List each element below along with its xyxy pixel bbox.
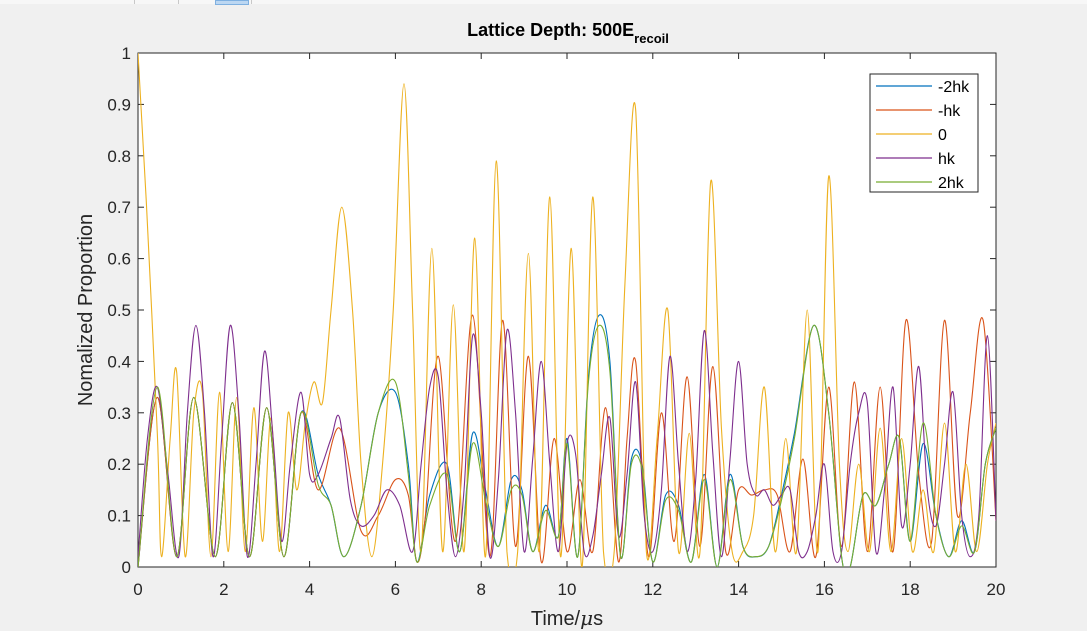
legend-box[interactable] (869, 73, 979, 193)
series-line-hk[interactable] (138, 324, 996, 564)
x-tick-label: 0 (133, 580, 142, 599)
toolbar-segment (178, 0, 252, 4)
toolbar-selected-tab[interactable] (215, 0, 249, 5)
x-tick-label: 12 (643, 580, 662, 599)
legend-label: hk (938, 151, 956, 168)
x-tick-label: 20 (987, 580, 1006, 599)
toolbar-segment (0, 0, 135, 4)
x-tick-label: 18 (901, 580, 920, 599)
chart-title-main: Lattice Depth: 500E (467, 20, 634, 40)
x-tick-label: 16 (815, 580, 834, 599)
series-line-hk[interactable] (138, 314, 996, 567)
toolbar-segment (134, 0, 179, 4)
y-tick-label: 0.7 (107, 198, 131, 217)
series-line-2hk[interactable] (138, 324, 996, 575)
y-tick-label: 0.9 (107, 95, 131, 114)
x-tick-label: 14 (729, 580, 748, 599)
y-axis-label: Nomalized Proportion (75, 214, 97, 406)
legend-label: -hk (938, 103, 961, 120)
chart-title-subscript: recoil (634, 31, 669, 46)
x-axis-label-symbol: μ (580, 606, 593, 630)
legend[interactable]: -2hk -hk 0 hk 2hk (869, 73, 979, 193)
x-tick-label: 10 (558, 580, 577, 599)
plot-area[interactable] (137, 52, 997, 568)
chart-title: Lattice Depth: 500Erecoil (467, 20, 669, 46)
y-tick-label: 0.1 (107, 507, 131, 526)
y-tick-label: 0.2 (107, 455, 131, 474)
y-tick-label: 0.4 (107, 352, 131, 371)
y-tick-label: 0.3 (107, 404, 131, 423)
x-tick-label: 4 (305, 580, 314, 599)
x-axis: 0 2 4 6 8 10 12 14 16 18 20 (133, 53, 1005, 599)
y-tick-label: 0.8 (107, 147, 131, 166)
y-axis: 0 0.1 0.2 0.3 0.4 0.5 0.6 0.7 0.8 0.9 1 (107, 44, 996, 577)
x-tick-label: 6 (391, 580, 400, 599)
x-tick-label: 8 (476, 580, 485, 599)
legend-label: 2hk (938, 175, 965, 192)
x-axis-label-unit: s (593, 608, 603, 630)
series-line-0[interactable] (138, 53, 996, 582)
series-layer (138, 53, 996, 582)
y-tick-label: 0.5 (107, 301, 131, 320)
legend-label: 0 (938, 127, 947, 144)
x-tick-label: 2 (219, 580, 228, 599)
y-tick-label: 1 (122, 44, 131, 63)
x-axis-label-main: Time/ (531, 608, 581, 630)
figure-toolbar-strip (0, 0, 1087, 5)
legend-label: -2hk (938, 79, 970, 96)
y-tick-label: 0.6 (107, 250, 131, 269)
y-tick-label: 0 (122, 558, 131, 577)
x-axis-label: Time/μs (531, 606, 603, 630)
